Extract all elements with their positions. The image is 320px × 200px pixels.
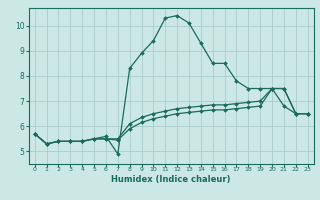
X-axis label: Humidex (Indice chaleur): Humidex (Indice chaleur): [111, 175, 231, 184]
